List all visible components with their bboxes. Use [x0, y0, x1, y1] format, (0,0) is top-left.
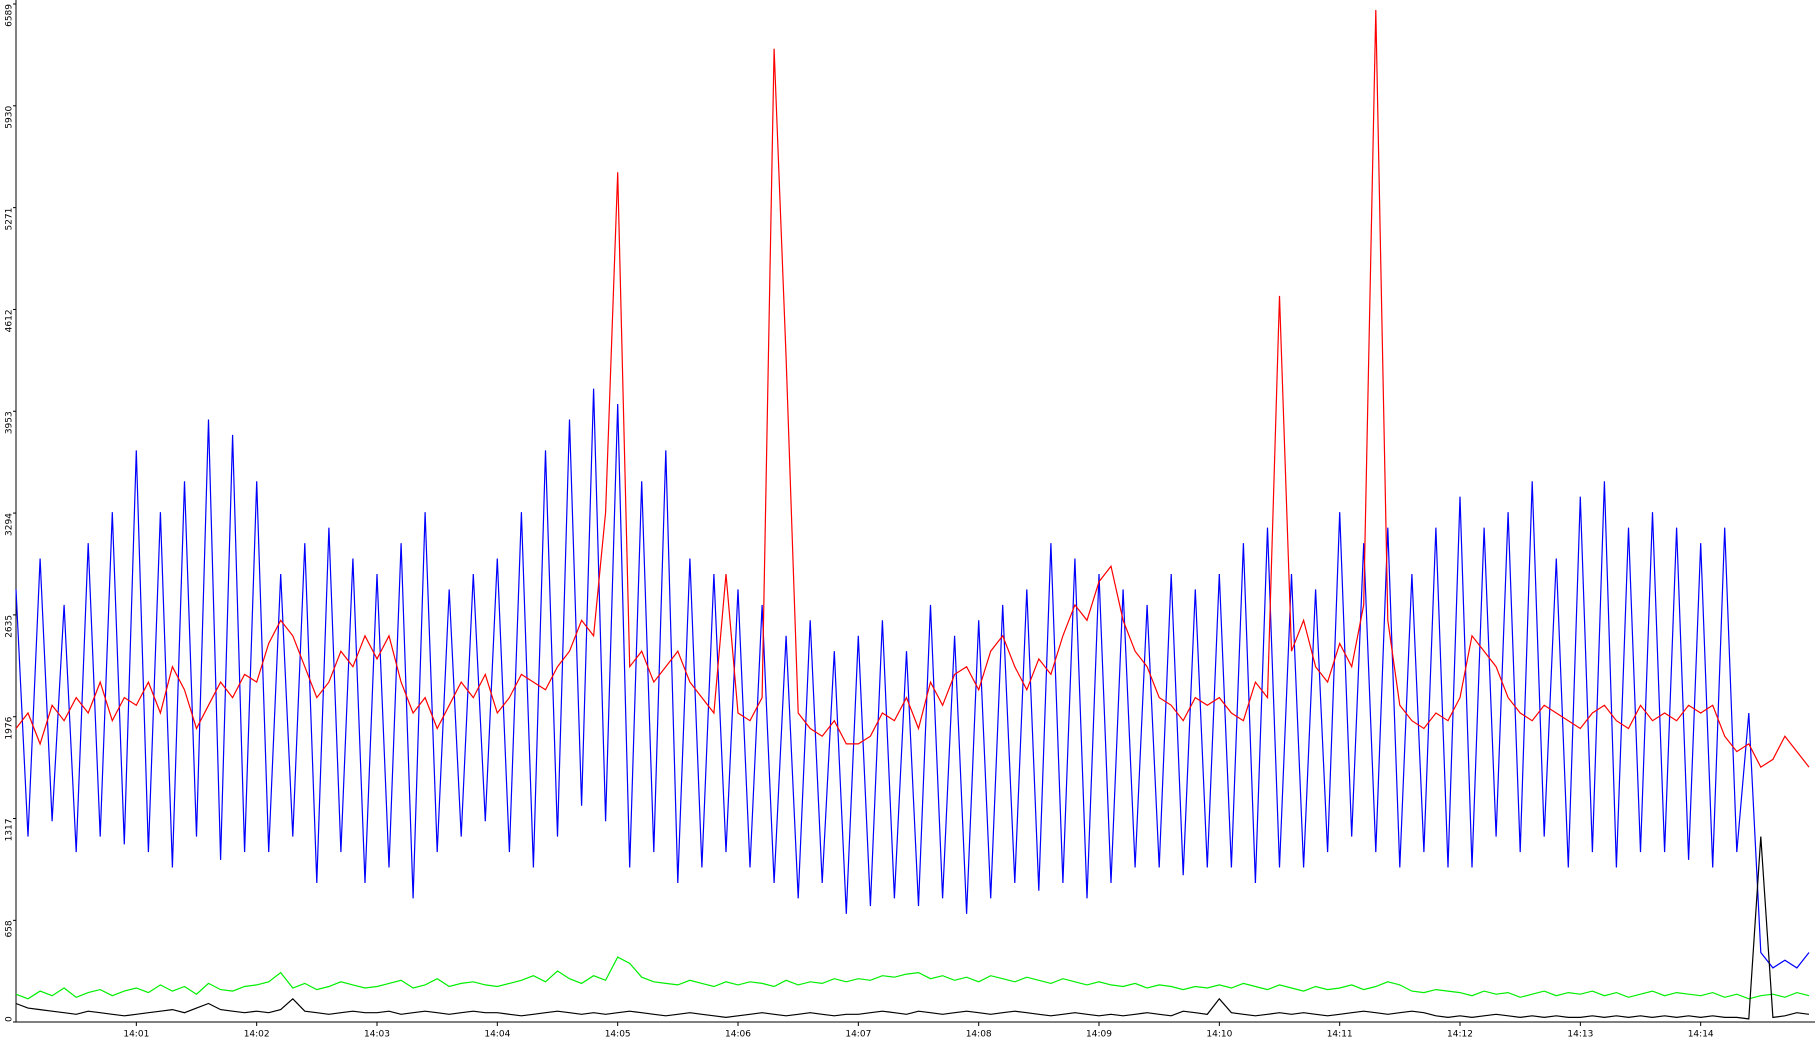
x-tick-label: 14:04 — [484, 1030, 510, 1039]
x-tick-label: 14:08 — [966, 1030, 992, 1039]
series-line — [15, 956, 1810, 1000]
x-tick-label: 14:12 — [1447, 1030, 1473, 1039]
x-tick-label: 14:09 — [1086, 1030, 1112, 1039]
x-tick-label: 14:10 — [1206, 1030, 1232, 1039]
y-tick-label: 658 — [5, 920, 15, 937]
series-line — [15, 9, 1810, 768]
y-tick-label: 4612 — [5, 309, 15, 332]
x-tick-label: 14:06 — [725, 1030, 751, 1039]
y-tick-label: 3953 — [5, 411, 15, 434]
y-tick-label: 6589 — [5, 4, 15, 27]
y-tick-label: 0 — [5, 1016, 15, 1022]
y-tick-label: 5271 — [5, 208, 15, 231]
x-tick-label: 14:01 — [123, 1030, 149, 1039]
series-line — [15, 836, 1810, 1020]
x-tick-label: 14:13 — [1567, 1030, 1593, 1039]
x-tick-label: 14:05 — [605, 1030, 631, 1039]
x-tick-label: 14:02 — [244, 1030, 270, 1039]
y-tick-label: 3294 — [5, 513, 15, 536]
y-tick-label: 1317 — [5, 819, 15, 842]
y-tick-label: 5930 — [5, 106, 15, 129]
series-line — [15, 388, 1810, 969]
x-tick-label: 14:03 — [364, 1030, 390, 1039]
y-tick-label: 1976 — [5, 716, 15, 739]
x-tick-label: 14:14 — [1688, 1030, 1714, 1039]
x-tick-label: 14:07 — [845, 1030, 871, 1039]
y-tick-label: 2635 — [5, 615, 15, 638]
x-tick-label: 14:11 — [1327, 1030, 1353, 1039]
